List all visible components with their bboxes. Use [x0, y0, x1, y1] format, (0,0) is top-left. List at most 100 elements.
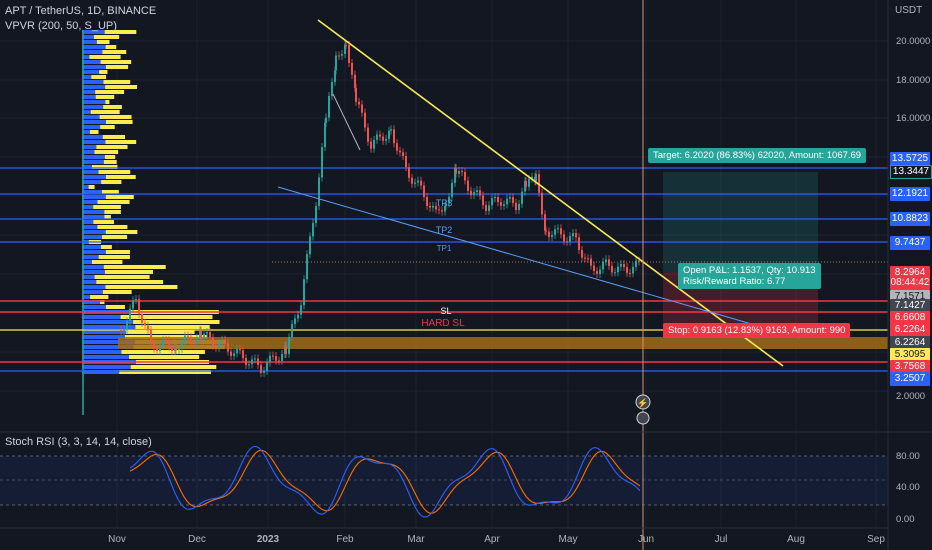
candle-body	[557, 228, 559, 230]
vp-bar-up	[82, 80, 104, 84]
candle-body	[455, 167, 457, 174]
time-tick-label: Aug	[787, 534, 805, 545]
vp-bar-up	[82, 210, 105, 214]
time-axis[interactable]: Nov Dec 2023 Feb Mar Apr May Jun Jul Aug Sep	[108, 534, 885, 545]
candle-body	[175, 347, 177, 350]
candle-body	[315, 205, 317, 224]
candle-body	[385, 138, 387, 141]
candle-body	[291, 324, 293, 338]
rsi-tick-label: 80.00	[896, 451, 920, 462]
candle-body	[367, 127, 369, 142]
candle-body	[209, 332, 211, 338]
vp-bar-up	[82, 270, 105, 274]
candle-body	[150, 330, 152, 342]
time-tick-label: Dec	[188, 534, 206, 545]
target-label: Target: 6.2020 (86.83%) 62020, Amount: 1…	[648, 148, 867, 163]
candle-body	[335, 55, 337, 71]
candle-body	[309, 236, 311, 255]
candle-body	[153, 341, 155, 349]
vp-bar-down	[96, 40, 110, 44]
vp-bar-up	[82, 255, 99, 259]
vp-bar-down	[100, 60, 132, 64]
vp-bar-down	[105, 250, 130, 254]
vp-bar-up	[82, 150, 95, 154]
candle-body	[584, 257, 586, 259]
vpvr-indicator-title[interactable]: VPVR (200, 50, S_UP)	[5, 20, 117, 32]
vp-bar-down	[98, 170, 131, 174]
support-trendline[interactable]	[277, 186, 801, 339]
lightning-icon[interactable]	[635, 394, 651, 410]
vp-bar-down	[105, 65, 129, 69]
candle-body	[485, 205, 487, 211]
vp-bar-down	[105, 85, 138, 89]
candle-body	[541, 192, 543, 215]
vp-bar-down	[88, 185, 95, 189]
stoch-rsi-title[interactable]: Stoch RSI (3, 3, 14, 14, close)	[5, 436, 152, 448]
candle-body	[578, 237, 580, 250]
candle-body	[441, 210, 443, 212]
candle-body	[328, 96, 330, 118]
flag-icon[interactable]	[636, 411, 650, 425]
vp-bar-up	[82, 40, 97, 44]
candle-body	[126, 321, 128, 330]
candle-body	[159, 345, 161, 351]
candle-body	[132, 300, 134, 309]
candle-body	[563, 234, 565, 242]
time-tick-label: May	[559, 534, 578, 545]
vp-bar-up	[82, 350, 122, 354]
candle-body	[361, 104, 363, 113]
tp2-label: TP2	[436, 225, 453, 235]
price-tag: 7.1427	[890, 299, 930, 313]
candle-body	[438, 209, 440, 211]
price-tag: 6.2264	[890, 336, 930, 350]
candle-body	[334, 70, 336, 82]
candles	[120, 40, 640, 377]
vp-bar-down	[120, 315, 213, 319]
candle-body	[411, 177, 413, 184]
candle-body	[596, 271, 598, 274]
candle-body	[338, 55, 340, 57]
descending-trendline[interactable]	[317, 19, 784, 367]
vp-bar-up	[82, 180, 102, 184]
stoch-k-line	[129, 445, 641, 518]
candle-body	[272, 355, 274, 357]
vp-bar-up	[82, 90, 96, 94]
vp-bar-down	[101, 190, 119, 194]
candle-body	[500, 202, 502, 206]
candle-body	[165, 339, 167, 341]
vp-bar-up	[82, 165, 93, 169]
currency-label: USDT	[895, 5, 923, 16]
vp-bar-down	[104, 270, 153, 274]
candle-body	[263, 370, 265, 373]
candle-body	[396, 143, 398, 151]
tp3-label: TP3	[436, 198, 453, 208]
vp-bar-up	[82, 230, 106, 234]
candle-body	[531, 176, 533, 179]
vp-bar-down	[104, 155, 116, 159]
symbol-title[interactable]: APT / TetherUS, 1D, BINANCE	[5, 5, 157, 17]
vp-bar-up	[82, 235, 102, 239]
vp-bar-up	[82, 250, 106, 254]
vp-bar-down	[98, 255, 130, 259]
vp-bar-down	[100, 125, 115, 129]
vp-bar-down	[90, 295, 109, 299]
vp-bar-up	[82, 65, 106, 69]
vp-bar-up	[82, 175, 106, 179]
price-tick-label: 20.0000	[896, 36, 930, 47]
vp-bar-down	[103, 80, 131, 84]
candle-body	[156, 348, 158, 351]
open-pl-line1: Open P&L: 1.1537, Qty: 10.913	[683, 265, 816, 276]
vp-bar-up	[82, 320, 134, 324]
candle-body	[123, 329, 125, 332]
candle-body	[288, 337, 290, 354]
rsi-axis: 80.00 40.00 0.00	[896, 451, 920, 525]
vp-bar-up	[82, 125, 101, 129]
candle-body	[417, 180, 419, 183]
price-axis[interactable]: 20.0000 18.0000 16.0000 2.0000	[896, 36, 930, 402]
candle-body	[373, 139, 375, 149]
candle-body	[184, 335, 186, 342]
candle-body	[193, 342, 195, 344]
vp-bar-down	[105, 45, 117, 49]
vp-bar-down	[102, 50, 127, 54]
